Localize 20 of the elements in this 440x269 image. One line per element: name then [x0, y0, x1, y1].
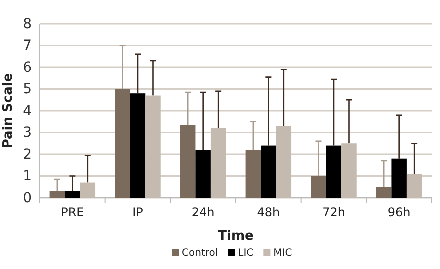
y-tick-label: 8: [23, 16, 32, 32]
y-tick-label: 3: [23, 125, 32, 142]
legend-label: Control: [182, 248, 218, 259]
y-axis-title: Pain Scale: [1, 73, 16, 149]
x-tick-label: 96h: [388, 206, 411, 220]
y-tick-label: 5: [23, 82, 32, 98]
x-tick-label: 72h: [322, 206, 346, 220]
x-axis-title: Time: [218, 229, 254, 244]
y-tick-label: 7: [23, 38, 32, 54]
y-tick-label: 4: [23, 103, 32, 120]
x-tick-label: PRE: [61, 206, 84, 220]
legend-label: MIC: [274, 248, 292, 259]
y-tick-label: 0: [23, 190, 32, 206]
y-tick-label: 6: [23, 60, 32, 76]
x-tick-label: IP: [132, 206, 144, 220]
x-tick-label: 48h: [257, 206, 280, 220]
legend-label: LIC: [238, 248, 254, 259]
y-tick-label: 2: [23, 146, 32, 163]
x-tick-label: 24h: [192, 206, 215, 220]
y-tick-label: 1: [23, 168, 32, 185]
